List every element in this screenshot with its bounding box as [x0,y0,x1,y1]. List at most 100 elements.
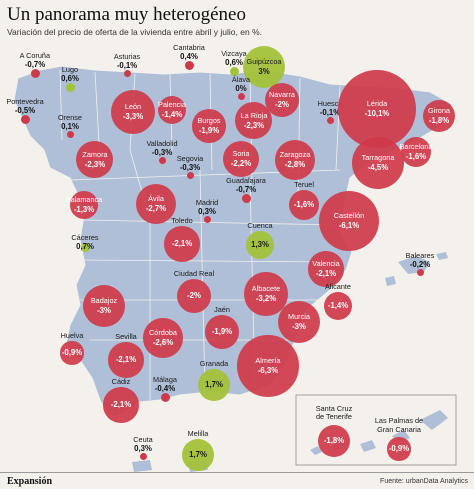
bubble-santa-cruz-de-tenerife [317,424,351,458]
bubble-alava [237,92,245,100]
bubble-almeria [237,335,299,397]
bubble-badajoz [82,284,126,328]
city-label-alicante: Alicante [325,281,351,291]
value-label-cuenca: 1,3% [251,240,269,249]
bubble-malaga [160,392,170,402]
value-label-lerida: -10,1% [364,109,390,118]
value-label-santa-cruz-de-tenerife: -1,8% [323,436,345,445]
value-label-valencia: -2,1% [315,269,337,278]
value-label-jaen: -1,9% [211,327,233,336]
value-label-asturias: -0,1% [116,60,138,70]
bubble-segovia [186,171,194,179]
value-label-ceuta: 0,3% [134,443,152,453]
bubble-zamora [76,141,114,179]
city-label-caceres: Cáceres [71,232,99,242]
value-label-orense: 0,1% [61,121,79,131]
city-label-huesca: Huesca [317,98,343,108]
city-label-lerida: Lérida [366,99,388,108]
bubble-guipuzcoa [242,45,286,89]
bubble-sevilla [108,342,144,378]
bubble-huesca [326,116,334,124]
bubble-jaen [205,315,239,349]
value-label-ciudad-real: -2% [187,291,201,300]
value-label-almeria: -6,3% [257,366,279,375]
value-label-huelva: -0,9% [61,348,83,357]
city-label-santa-cruz-de-tenerife: Santa Cruz de Tenerife [315,403,353,422]
bubble-palencia [157,95,187,125]
bubble-murcia [277,300,321,344]
bubble-girona [422,99,456,133]
bubble-soria [222,140,260,178]
bubble-cuenca [246,231,274,259]
bubble-asturias [123,69,131,77]
bubble-barcelona [400,136,432,168]
bubble-ciudad-real [176,278,212,314]
value-label-castellon: -6,1% [338,221,360,230]
city-label-ceuta: Ceuta [133,434,153,444]
value-label-alicante: -1,4% [327,301,349,310]
bubble-cadiz [103,387,139,423]
city-label-jaen: Jaén [214,305,230,315]
bubble-baleares [416,268,424,276]
bubble-alicante [323,291,353,321]
bubble-salamanca [70,191,98,219]
bubble-navarra [264,82,300,118]
city-label-tarragona: Tarragona [361,153,395,162]
city-label-almeria: Almería [255,356,281,365]
city-label-zaragoza: Zaragoza [279,150,311,159]
value-label-granada: 1,7% [205,380,223,389]
bubble-castellon [318,190,380,252]
city-label-burgos: Burgos [197,116,221,125]
ibiza-land [385,276,396,286]
value-label-leon: -3,3% [122,112,144,121]
city-label-guadalajara: Guadalajara [226,175,266,185]
city-label-murcia: Murcia [288,312,310,321]
value-label-las-palmas-de-gran-canaria: -0,9% [388,444,410,453]
value-label-tarragona: -4,5% [367,163,389,172]
city-label-orense: Orense [58,112,82,122]
value-label-valladolid: -0,3% [151,147,173,157]
value-label-vizcaya: 0,6% [225,57,243,67]
value-label-murcia: -3% [292,322,306,331]
value-label-palencia: -1,4% [161,110,183,119]
bubble-teruel [288,189,320,221]
city-label-segovia: Segovia [176,153,204,163]
city-label-melilla: Melilla [187,429,209,439]
map-subtitle: Variación del precio de oferta de la viv… [7,27,262,37]
value-label-madrid: 0,3% [198,206,216,216]
city-label-zamora: Zamora [82,150,108,159]
city-label-a-coruna: A Coruña [19,50,51,60]
city-label-vizcaya: Vizcaya [221,48,247,58]
bubble-valencia [308,251,344,287]
city-label-pontevedra: Pontevedra [6,96,44,106]
menorca-land [436,252,448,260]
source-note: Fuente: urbanData Analytics [380,478,468,485]
bubble-valladolid [158,156,166,164]
value-label-segovia: -0,3% [179,162,201,172]
bubble-huelva [60,341,84,365]
city-label-barcelona: Barcelona [399,142,433,151]
bubble-cantabria [184,60,194,70]
city-label-cordoba: Córdoba [149,328,177,337]
bubble-lugo [65,82,75,92]
value-label-melilla: 1,7% [189,450,207,459]
value-label-cantabria: 0,4% [180,51,198,61]
city-label-valladolid: Valladolid [146,138,178,148]
city-label-leon: León [124,102,142,111]
canary-land-5 [420,410,448,430]
value-label-pontevedra: -0,5% [14,105,36,115]
value-label-soria: -2,2% [230,159,252,168]
city-label-albacete: Albacete [251,284,281,293]
city-label-valencia: Valencia [312,259,340,268]
city-label-badajoz: Badajoz [90,296,118,305]
bubble-madrid [203,215,211,223]
city-label-soria: Soria [232,149,250,158]
bubble-granada [198,369,230,401]
city-label-las-palmas-de-gran-canaria: Las Palmas de Gran Canaria [374,416,424,434]
value-label-la-rioja: -2,3% [243,121,265,130]
city-label-alava: Álava [231,74,251,84]
bubble-a-coruna [30,68,40,78]
value-label-burgos: -1,9% [198,126,220,135]
value-label-baleares: -0,2% [409,259,431,269]
value-label-girona: -1,8% [428,116,450,125]
